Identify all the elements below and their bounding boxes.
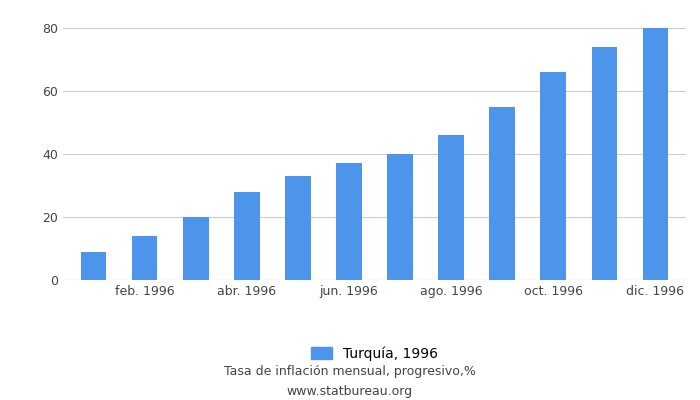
Text: www.statbureau.org: www.statbureau.org <box>287 386 413 398</box>
Bar <box>336 163 362 280</box>
Bar <box>183 217 209 280</box>
Bar <box>285 176 311 280</box>
Bar <box>81 252 106 280</box>
Bar <box>438 135 464 280</box>
Legend: Turquía, 1996: Turquía, 1996 <box>305 340 444 366</box>
Bar <box>643 28 668 280</box>
Bar <box>387 154 413 280</box>
Bar <box>234 192 260 280</box>
Bar <box>132 236 158 280</box>
Text: Tasa de inflación mensual, progresivo,%: Tasa de inflación mensual, progresivo,% <box>224 366 476 378</box>
Bar <box>540 72 566 280</box>
Bar <box>489 106 515 280</box>
Bar <box>592 47 617 280</box>
